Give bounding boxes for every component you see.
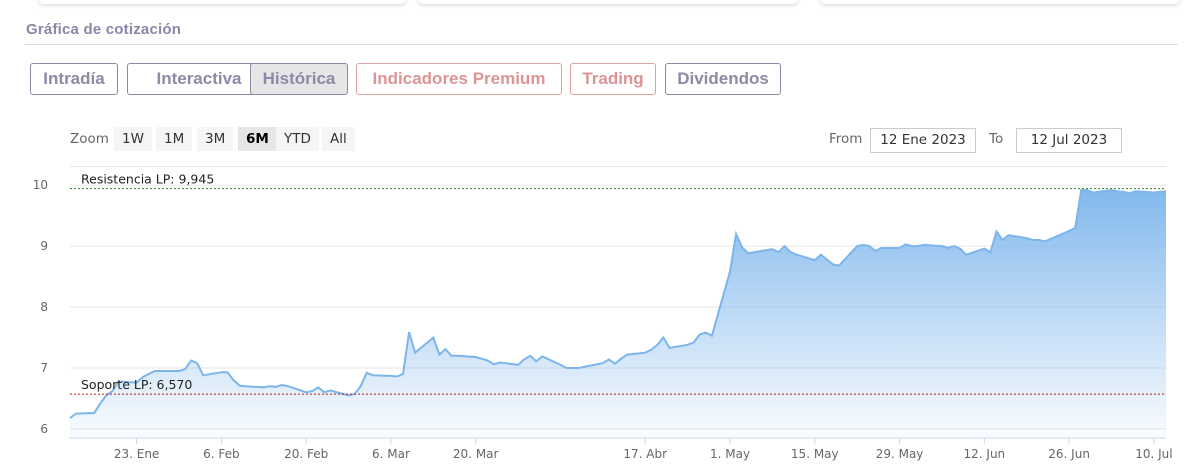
y-tick-label: 7: [40, 361, 48, 375]
x-tick-label: 15. May: [791, 447, 839, 461]
x-tick-label: 1. May: [710, 447, 750, 461]
zoom-1w-button[interactable]: 1W: [114, 127, 152, 151]
range-from-label: From: [829, 131, 863, 147]
price-line: [69, 189, 1167, 419]
y-tick-label: 10: [33, 178, 48, 192]
x-tick-label: 17. Abr: [623, 447, 667, 461]
price-area: [70, 190, 1166, 438]
range-to-input[interactable]: 12 Jul 2023: [1016, 128, 1122, 153]
zoom-3m-button[interactable]: 3M: [197, 127, 234, 151]
zoom-ytd-button[interactable]: YTD: [276, 127, 319, 151]
y-tick-label: 6: [40, 422, 48, 436]
y-axis: 6 7 8 9 10: [33, 178, 48, 436]
range-from-input[interactable]: 12 Ene 2023: [870, 128, 976, 153]
navigator-divider: [70, 166, 1166, 167]
x-tick-label: 12. Jun: [964, 447, 1006, 461]
section-divider: [25, 44, 1178, 45]
top-card-middle: [418, 0, 798, 4]
resistance-label: Resistencia LP: 9,945: [81, 172, 214, 187]
x-tick-label: 10. Jul: [1135, 447, 1172, 461]
zoom-label: Zoom: [70, 131, 109, 147]
tab-historica[interactable]: Histórica: [250, 63, 348, 95]
tab-intradia[interactable]: Intradía: [30, 63, 118, 95]
tab-dividendos[interactable]: Dividendos: [665, 63, 781, 95]
top-card-left: [38, 0, 406, 4]
x-tick-label: 6. Mar: [372, 447, 410, 461]
x-tick-label: 29. May: [876, 447, 924, 461]
x-tick-label: 26. Jun: [1048, 447, 1090, 461]
y-tick-label: 8: [40, 300, 48, 314]
support-label: Soporte LP: 6,570: [81, 377, 192, 392]
x-tick-label: 6. Feb: [203, 447, 240, 461]
tab-indicadores-premium[interactable]: Indicadores Premium: [356, 63, 562, 95]
annotations: Resistencia LP: 9,945 Soporte LP: 6,570: [70, 172, 1166, 395]
zoom-6m-button[interactable]: 6M: [238, 127, 277, 151]
x-tick-label: 20. Mar: [453, 447, 499, 461]
tab-trading[interactable]: Trading: [570, 63, 656, 95]
x-tick-label: 20. Feb: [284, 447, 328, 461]
x-axis: 23. Ene 6. Feb 20. Feb 6. Mar 20. Mar 17. Abr…: [70, 437, 1173, 461]
section-title: Gráfica de cotización: [26, 21, 182, 38]
zoom-1m-button[interactable]: 1M: [156, 127, 193, 151]
zoom-all-button[interactable]: All: [322, 127, 355, 151]
top-card-right: [820, 0, 1180, 4]
y-tick-label: 9: [40, 239, 48, 253]
range-to-label: To: [989, 131, 1004, 147]
x-tick-label: 23. Ene: [114, 447, 159, 461]
